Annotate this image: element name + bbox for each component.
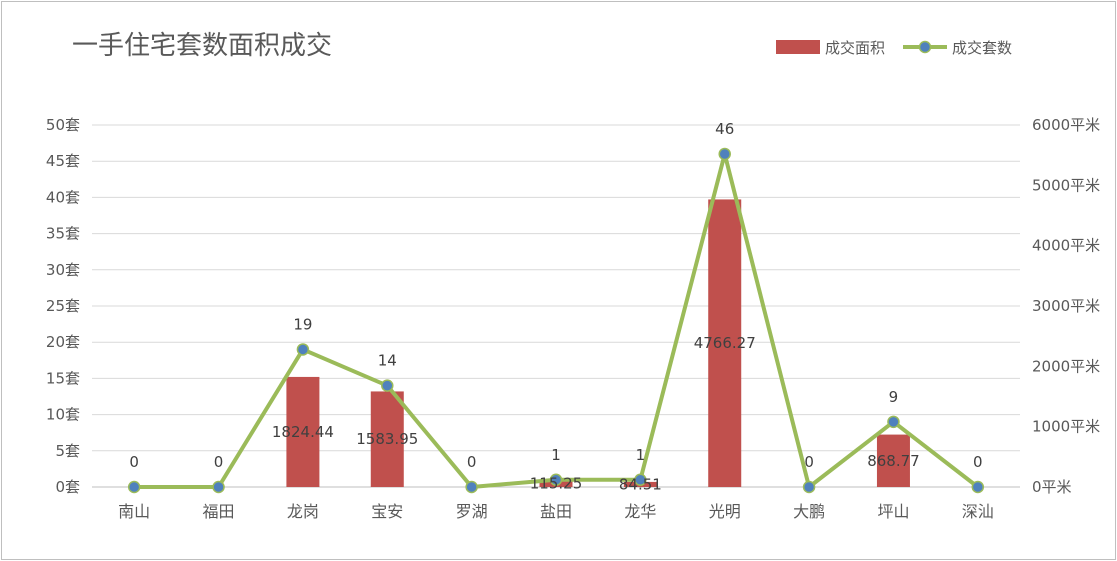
line-point [296,343,310,356]
left-tick-label: 45套 [46,152,80,170]
bar [370,391,404,487]
chart-title: 一手住宅套数面积成交 [72,31,332,61]
line-data-labels: 0 0 19 14 0 1 1 46 0 9 0 [129,120,982,471]
category-label: 龙岗 [287,502,319,521]
category-label: 宝安 [371,502,403,521]
left-tick-label: 10套 [46,406,80,424]
line-data-label: 0 [214,453,224,471]
right-tick-label: 1000平米 [1032,418,1100,436]
right-tick-label: 2000平米 [1032,357,1100,375]
right-tick-label: 5000平米 [1032,176,1100,194]
line-point [381,379,394,392]
bar-data-labels: 1824.44 1583.95 115.25 84.51 4766.27 868.77 [272,334,920,493]
category-label: 福田 [203,502,235,521]
left-tick-label: 50套 [46,116,80,134]
count-line [134,151,980,489]
legend-label-area: 成交面积 [825,39,885,57]
line-point [549,473,563,487]
category-label: 南山 [118,502,150,521]
left-tick-label: 30套 [46,261,80,279]
category-label: 大鹏 [793,502,825,521]
legend-label-count: 成交套数 [952,39,1012,57]
left-tick-label: 40套 [46,188,80,206]
bar [286,376,320,487]
left-tick-label: 35套 [46,225,80,243]
line-point [465,480,478,494]
category-axis-labels: 南山 福田 龙岗 宝安 罗湖 盐田 龙华 光明 大鹏 坪山 深汕 [118,502,994,521]
left-tick-label: 0套 [55,478,80,496]
line-data-label: 19 [293,315,312,333]
line-point [718,147,731,161]
bar-data-label: 84.51 [619,475,662,493]
bar [708,199,742,487]
line-point [634,473,647,487]
line-data-label: 1 [636,446,646,464]
line-data-label: 14 [378,352,397,370]
legend-swatch-count-marker [918,40,932,54]
line-point [887,415,900,429]
line-point [971,480,985,494]
bar-data-label: 115.25 [530,475,583,493]
right-tick-label: 3000平米 [1032,297,1100,315]
line-point [212,480,225,494]
legend-swatch-area [776,40,820,54]
line-data-label: 1 [551,446,561,464]
right-tick-label: 4000平米 [1032,237,1100,255]
line-point [802,480,816,494]
bar [876,434,910,487]
category-label: 深汕 [962,502,994,521]
line-data-label: 0 [804,453,814,471]
left-tick-label: 20套 [46,333,80,351]
line-point [127,480,141,494]
line-data-label: 46 [715,120,734,138]
line-series-count [127,147,985,494]
category-label: 罗湖 [456,502,488,521]
line-data-label: 9 [889,388,899,406]
left-tick-label: 25套 [46,297,80,315]
gridlines [92,124,1020,488]
right-tick-label: 0平米 [1032,478,1072,496]
left-axis-ticks: 0套 5套 10套 15套 20套 25套 30套 35套 40套 45套 50套 [46,116,80,496]
bar-data-label: 868.77 [867,452,920,470]
line-data-label: 0 [467,453,477,471]
bar-data-label: 1583.95 [356,430,418,448]
left-tick-label: 5套 [55,442,80,460]
bar-data-label: 4766.27 [694,334,756,352]
category-label: 坪山 [877,502,909,521]
line-data-label: 0 [129,453,139,471]
right-tick-label: 6000平米 [1032,116,1100,134]
left-tick-label: 15套 [46,369,80,387]
right-axis-ticks: 0平米 1000平米 2000平米 3000平米 4000平米 5000平米 6000平米 [1032,116,1100,496]
category-label: 盐田 [540,502,572,521]
category-label: 龙华 [624,502,656,521]
line-data-label: 0 [973,453,983,471]
category-label: 光明 [709,502,741,521]
legend: 成交面积 成交套数 [776,39,1012,57]
bar-data-label: 1824.44 [272,423,334,441]
